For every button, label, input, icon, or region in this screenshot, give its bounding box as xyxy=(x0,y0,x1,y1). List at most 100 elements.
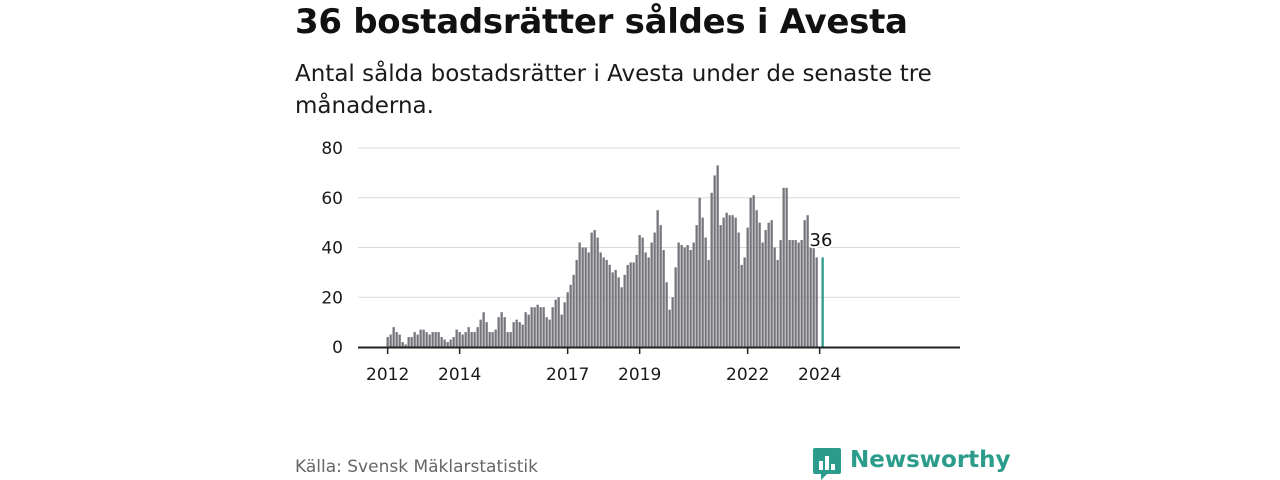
x-tick-label: 2024 xyxy=(798,365,841,385)
newsworthy-logo-icon xyxy=(813,448,841,480)
bar xyxy=(404,344,407,347)
bar xyxy=(743,257,746,347)
bar xyxy=(620,287,623,347)
bar xyxy=(704,237,707,347)
bar xyxy=(509,332,512,347)
bar xyxy=(638,235,641,347)
bar xyxy=(770,220,773,347)
bar xyxy=(386,337,389,347)
bar xyxy=(629,262,632,347)
bar xyxy=(410,337,413,347)
x-tick-label: 2017 xyxy=(546,365,589,385)
bar xyxy=(461,334,464,347)
bar xyxy=(398,334,401,347)
bar xyxy=(728,215,731,347)
bar xyxy=(437,332,440,347)
bar xyxy=(701,217,704,347)
annotations: 36 xyxy=(808,228,835,253)
bar xyxy=(428,334,431,347)
chart-title: 36 bostadsrätter såldes i Avesta xyxy=(295,2,908,42)
bar xyxy=(497,317,500,347)
bar xyxy=(692,242,695,347)
bar xyxy=(605,259,608,347)
y-tick-label: 40 xyxy=(321,239,343,259)
highlight-bar xyxy=(821,257,824,347)
bar xyxy=(614,269,617,347)
bar xyxy=(548,319,551,347)
bar xyxy=(566,292,569,347)
bar xyxy=(716,165,719,347)
bar xyxy=(401,342,404,347)
bar xyxy=(503,317,506,347)
bar xyxy=(476,327,479,347)
bar xyxy=(662,249,665,347)
bars xyxy=(386,165,824,347)
source-note: Källa: Svensk Mäklarstatistik xyxy=(295,457,538,477)
bar xyxy=(659,225,662,347)
bar xyxy=(488,332,491,347)
bar xyxy=(806,215,809,347)
bar xyxy=(617,277,620,347)
bar xyxy=(650,242,653,347)
bar xyxy=(551,307,554,347)
y-axis-labels: 0 20 40 60 80 xyxy=(321,139,343,358)
bar xyxy=(446,342,449,347)
x-axis-labels: 2012 2014 2017 2019 2022 2024 xyxy=(366,347,841,385)
bar xyxy=(746,227,749,347)
bar xyxy=(719,225,722,347)
bar xyxy=(389,334,392,347)
bar xyxy=(530,307,533,347)
bar xyxy=(431,332,434,347)
bar xyxy=(665,282,668,347)
bar xyxy=(572,274,575,347)
bar xyxy=(623,274,626,347)
bar xyxy=(683,247,686,347)
x-tick-label: 2019 xyxy=(618,365,661,385)
bar xyxy=(761,242,764,347)
bar xyxy=(764,230,767,347)
bar xyxy=(686,245,689,347)
bar xyxy=(626,264,629,347)
bar xyxy=(413,332,416,347)
bar xyxy=(575,259,578,347)
x-tick-label: 2014 xyxy=(438,365,481,385)
bar xyxy=(740,264,743,347)
bar xyxy=(737,232,740,347)
bar xyxy=(689,249,692,347)
x-tick-label: 2022 xyxy=(726,365,769,385)
bar xyxy=(611,272,614,347)
bar xyxy=(416,334,419,347)
bar xyxy=(434,332,437,347)
bar xyxy=(500,312,503,347)
bar xyxy=(554,299,557,347)
bar xyxy=(779,240,782,347)
bar xyxy=(755,210,758,347)
bar xyxy=(521,324,524,347)
bar xyxy=(464,332,467,347)
bar xyxy=(527,314,530,347)
bar xyxy=(713,175,716,347)
bar xyxy=(812,247,815,347)
bar xyxy=(788,240,791,347)
bar xyxy=(470,332,473,347)
y-tick-label: 20 xyxy=(321,288,343,308)
bar xyxy=(458,332,461,347)
bar xyxy=(542,307,545,347)
y-tick-label: 0 xyxy=(332,338,343,358)
bar xyxy=(569,284,572,347)
bar xyxy=(776,259,779,347)
bar xyxy=(758,222,761,347)
y-tick-label: 60 xyxy=(321,189,343,209)
bar xyxy=(584,247,587,347)
bar xyxy=(815,257,818,347)
bar xyxy=(590,232,593,347)
bar xyxy=(593,230,596,347)
bar xyxy=(419,329,422,347)
bar xyxy=(782,187,785,347)
bar xyxy=(422,329,425,347)
chart-subtitle: Antal sålda bostadsrätter i Avesta under… xyxy=(295,61,932,119)
bar xyxy=(557,297,560,347)
bar xyxy=(443,339,446,347)
bar xyxy=(533,307,536,347)
bar xyxy=(599,252,602,347)
